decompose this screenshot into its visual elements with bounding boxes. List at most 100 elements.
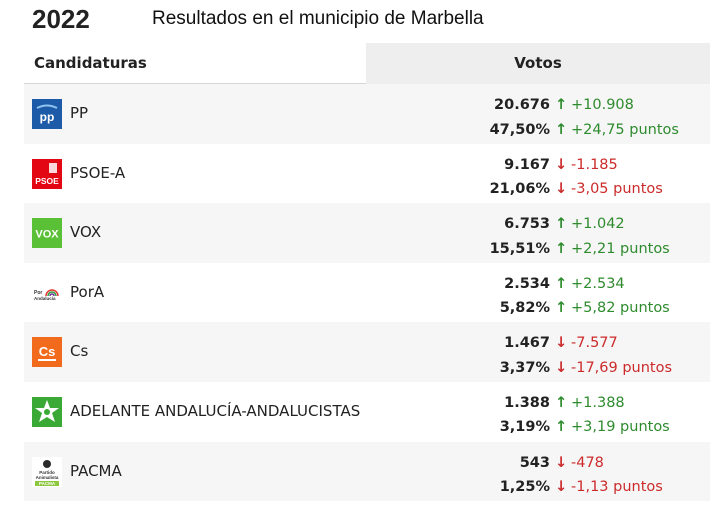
vote-percent: 15,51% xyxy=(489,240,550,257)
votes-change-value: +1.042 xyxy=(571,216,625,233)
vote-count: 543 xyxy=(519,454,550,471)
party-name: ADELANTE ANDALUCÍA-ANDALUCISTAS xyxy=(70,401,361,420)
vote-percent: 21,06% xyxy=(489,181,550,198)
table-row: Por Andalucía PorA 2.534 5,82% ↑ +2.534 ↑… xyxy=(24,263,710,323)
arrow-up-icon: ↑ xyxy=(555,121,568,138)
vote-count: 1.388 xyxy=(504,394,550,411)
vote-percent: 47,50% xyxy=(489,121,550,138)
party-name: VOX xyxy=(70,223,102,242)
percent-change: ↓ -17,69 puntos xyxy=(555,356,672,381)
vote-changes: ↑ +10.908 ↑ +24,75 puntos xyxy=(555,93,679,142)
votes-change: ↓ -1.185 xyxy=(555,153,663,178)
vox-logo-icon: VOX xyxy=(32,218,62,249)
vote-values: 543 1,25% xyxy=(500,451,550,500)
table-row: Partido Animalista PACMA PACMA 543 1,25%… xyxy=(24,441,710,502)
vote-changes: ↓ -478 ↓ -1,13 puntos xyxy=(555,451,663,500)
arrow-up-icon: ↑ xyxy=(555,97,568,113)
table-header: Candidaturas Votos xyxy=(24,43,710,84)
party-name: PP xyxy=(70,104,89,122)
adelante-andalucia-logo-icon xyxy=(32,396,62,427)
percent-change: ↑ +2,21 puntos xyxy=(555,237,670,262)
votes-change-value: -1.185 xyxy=(571,156,618,173)
column-header-candidates: Candidaturas xyxy=(34,54,147,72)
svg-text:PACMA: PACMA xyxy=(39,481,56,486)
vote-values: 2.534 5,82% xyxy=(500,272,550,321)
percent-change-value: +3,19 puntos xyxy=(571,419,670,436)
vote-changes: ↓ -7.577 ↓ -17,69 puntos xyxy=(555,331,672,380)
party-name: PSOE-A xyxy=(70,163,126,182)
vote-percent: 3,19% xyxy=(499,419,550,436)
table-row: ADELANTE ANDALUCÍA-ANDALUCISTAS 1.388 3,… xyxy=(24,382,710,442)
votes-change: ↑ +2.534 xyxy=(555,272,670,297)
percent-change: ↑ +3,19 puntos xyxy=(555,415,670,440)
arrow-up-icon: ↑ xyxy=(555,240,568,257)
table-row: PSOE PSOE-A 9.167 21,06% ↓ -1.185 ↓ -3,05 … xyxy=(24,144,710,204)
party-name: Cs xyxy=(70,342,89,361)
table-row: Cs Cs 1.467 3,37% ↓ -7.577 ↓ -17,69 puntos xyxy=(24,322,710,382)
arrow-up-icon: ↑ xyxy=(555,216,568,233)
vote-values: 1.388 3,19% xyxy=(500,391,550,440)
percent-change: ↓ -1,13 puntos xyxy=(555,475,663,500)
arrow-up-icon: ↑ xyxy=(555,394,568,411)
percent-change-value: -1,13 puntos xyxy=(571,479,663,496)
votes-change-value: -7.577 xyxy=(571,335,618,352)
votes-change: ↑ +10.908 xyxy=(555,93,679,118)
svg-text:Cs: Cs xyxy=(39,344,56,359)
percent-change: ↑ +5,82 puntos xyxy=(555,296,670,321)
pora-logo-icon: Por Andalucía xyxy=(32,277,62,308)
percent-change: ↑ +24,75 puntos xyxy=(555,118,679,143)
psoe-logo: PSOE xyxy=(32,158,62,189)
pacma-logo-icon: Partido Animalista PACMA xyxy=(32,456,62,487)
arrow-up-icon: ↑ xyxy=(555,300,568,317)
vote-values: 6.753 15,51% xyxy=(490,212,550,261)
party-name: PorA xyxy=(70,282,105,301)
psoe-logo-icon: PSOE xyxy=(32,158,62,189)
pp-logo-icon: pp xyxy=(32,99,62,129)
svg-text:VOX: VOX xyxy=(35,229,59,241)
election-year: 2022 xyxy=(32,4,90,34)
pora-logo: Por Andalucía xyxy=(32,277,62,308)
votes-change: ↑ +1.042 xyxy=(555,212,670,237)
results-table: Candidaturas Votos pp PP 20.676 47,50% ↑… xyxy=(24,43,710,502)
arrow-down-icon: ↓ xyxy=(555,479,568,496)
cs-logo: Cs xyxy=(32,337,62,368)
vote-count: 2.534 xyxy=(504,275,550,292)
arrow-up-icon: ↑ xyxy=(555,419,568,436)
table-row: VOX VOX 6.753 15,51% ↑ +1.042 ↑ +2,21 punt… xyxy=(24,203,710,263)
percent-change-value: -17,69 puntos xyxy=(571,359,673,376)
vote-count: 20.676 xyxy=(494,97,550,113)
vote-percent: 3,37% xyxy=(499,359,550,376)
adelante-andalucia-logo xyxy=(32,396,62,427)
pp-logo: pp xyxy=(32,99,62,129)
vox-logo: VOX xyxy=(32,218,62,249)
cs-logo-icon: Cs xyxy=(32,337,62,368)
votes-change-value: +10.908 xyxy=(571,97,634,113)
votes-change: ↑ +1.388 xyxy=(555,391,670,416)
arrow-down-icon: ↓ xyxy=(555,335,568,352)
percent-change: ↓ -3,05 puntos xyxy=(555,177,663,202)
vote-values: 20.676 47,50% xyxy=(490,93,550,142)
arrow-up-icon: ↑ xyxy=(555,275,568,292)
percent-change-value: +2,21 puntos xyxy=(571,240,670,257)
percent-change-value: +24,75 puntos xyxy=(571,121,679,138)
svg-text:Partido: Partido xyxy=(39,470,55,475)
vote-changes: ↓ -1.185 ↓ -3,05 puntos xyxy=(555,153,663,202)
arrow-down-icon: ↓ xyxy=(555,359,568,376)
votes-change-value: +1.388 xyxy=(571,394,625,411)
votes-change: ↓ -7.577 xyxy=(555,331,672,356)
percent-change-value: -3,05 puntos xyxy=(571,181,663,198)
vote-percent: 5,82% xyxy=(499,300,550,317)
arrow-down-icon: ↓ xyxy=(555,181,568,198)
vote-count: 6.753 xyxy=(504,216,550,233)
vote-values: 9.167 21,06% xyxy=(490,153,550,202)
votes-change: ↓ -478 xyxy=(555,451,663,476)
vote-count: 1.467 xyxy=(504,335,550,352)
arrow-down-icon: ↓ xyxy=(555,454,568,471)
vote-values: 1.467 3,37% xyxy=(500,331,550,380)
vote-changes: ↑ +2.534 ↑ +5,82 puntos xyxy=(555,272,670,321)
svg-text:PSOE: PSOE xyxy=(35,176,59,186)
pacma-logo: Partido Animalista PACMA xyxy=(32,456,62,487)
svg-text:Por: Por xyxy=(34,290,42,296)
results-subtitle: Resultados en el municipio de Marbella xyxy=(152,8,484,29)
vote-changes: ↑ +1.042 ↑ +2,21 puntos xyxy=(555,212,670,261)
